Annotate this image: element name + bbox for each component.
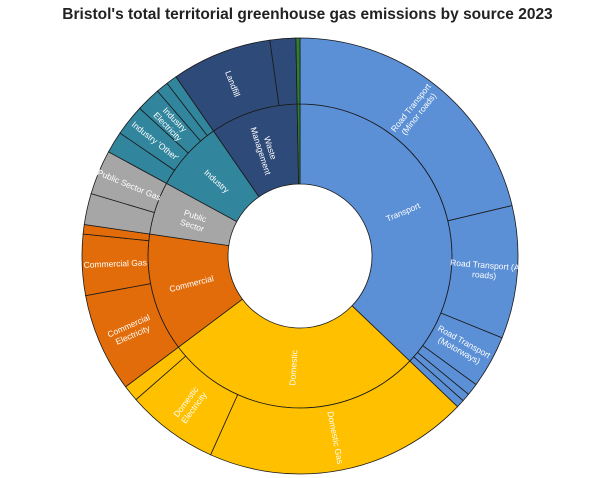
inner-label-domestic: Domestic (287, 349, 299, 386)
outer-label-commercial-gas: Commercial Gas (83, 257, 147, 270)
chart-title: Bristol's total territorial greenhouse g… (62, 6, 553, 23)
inner-ring (147, 103, 453, 409)
outer-segment-22 (295, 37, 301, 105)
outer-ring (81, 37, 519, 475)
